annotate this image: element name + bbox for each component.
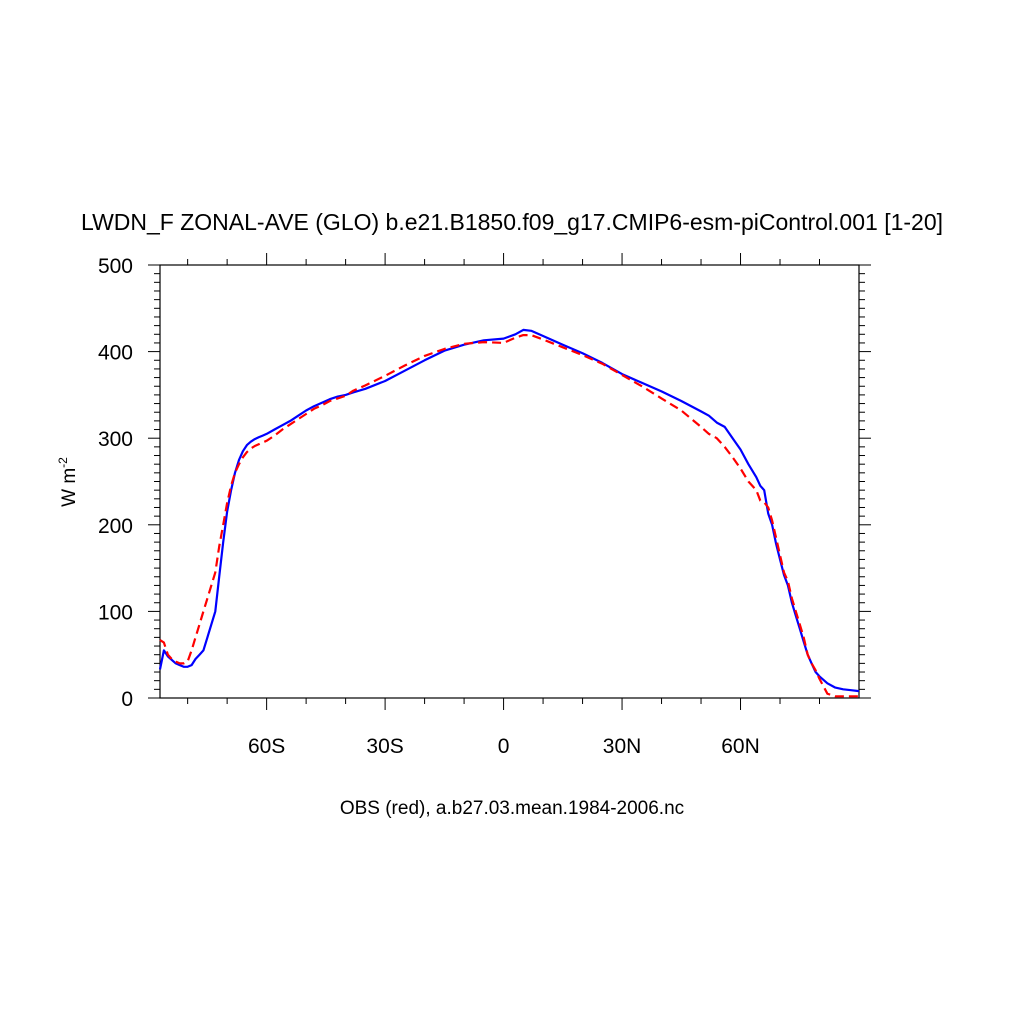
obs-series-line xyxy=(159,334,859,698)
y-tick-label: 100 xyxy=(98,601,133,624)
x-tick-label: 0 xyxy=(498,735,510,758)
y-tick-label: 300 xyxy=(98,428,133,451)
x-tick-label: 60N xyxy=(721,735,760,758)
y-tick-label: 500 xyxy=(98,255,133,278)
y-axis-label-exponent: -2 xyxy=(56,457,70,468)
y-tick-label: 0 xyxy=(121,688,133,711)
y-tick-label: 400 xyxy=(98,342,133,365)
y-axis-label: W m-2 xyxy=(56,457,80,507)
y-tick-label: 200 xyxy=(98,515,133,538)
chart-title: LWDN_F ZONAL-AVE (GLO) b.e21.B1850.f09_g… xyxy=(81,209,943,235)
plot-area: 0 100 200 300 400 500 60S 30S 0 30N 60N xyxy=(98,253,871,758)
x-axis-label: OBS (red), a.b27.03.mean.1984-2006.nc xyxy=(340,798,684,819)
x-tick-label: 60S xyxy=(248,735,285,758)
y-axis-label-unit: W m xyxy=(59,468,80,507)
x-tick-label: 30N xyxy=(603,735,642,758)
x-tick-label: 30S xyxy=(366,735,403,758)
